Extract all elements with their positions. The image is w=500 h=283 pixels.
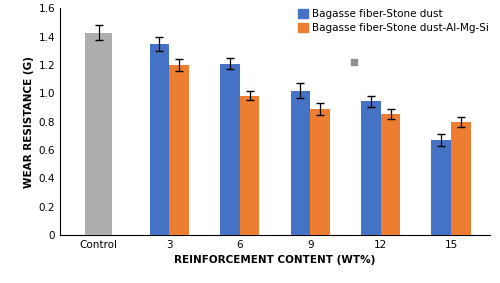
Bar (86, 33, 112, 235)
Bar (290, 91, 310, 235)
Bar (240, 96, 260, 235)
Bar (361, 101, 380, 235)
Bar (310, 109, 330, 235)
X-axis label: REINFORCEMENT CONTENT (WT%): REINFORCEMENT CONTENT (WT%) (174, 255, 376, 265)
Legend: Bagasse fiber-Stone dust, Bagasse fiber-Stone dust-Al-Mg-Si: Bagasse fiber-Stone dust, Bagasse fiber-… (298, 9, 489, 33)
Bar (170, 65, 189, 235)
Bar (380, 114, 400, 235)
Bar (220, 64, 240, 235)
Y-axis label: WEAR RESISTANCE (G): WEAR RESISTANCE (G) (24, 56, 34, 188)
Bar (150, 44, 170, 235)
Bar (432, 140, 451, 235)
Bar (451, 122, 471, 235)
